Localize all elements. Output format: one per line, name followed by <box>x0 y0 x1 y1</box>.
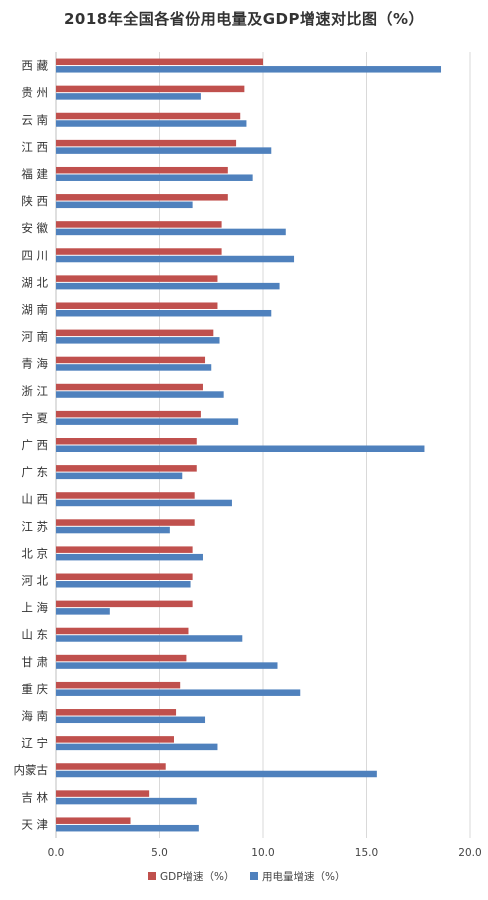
category-label: 云 南 <box>21 113 48 127</box>
bar-electricity <box>56 581 191 588</box>
bar-electricity <box>56 499 232 507</box>
category-label: 山 西 <box>21 492 48 506</box>
category-label: 上 海 <box>21 601 48 615</box>
category-label: 吉 林 <box>21 790 48 804</box>
bar-electricity <box>56 635 243 642</box>
category-label: 重 庆 <box>21 682 48 696</box>
bar-electricity <box>56 608 110 615</box>
bar-gdp <box>56 600 193 608</box>
bar-electricity <box>56 201 193 209</box>
bar-electricity <box>56 309 272 317</box>
category-label: 福 建 <box>21 167 48 181</box>
category-label: 陕 西 <box>21 194 48 208</box>
category-label: 河 南 <box>21 330 48 344</box>
category-label: 浙 江 <box>21 384 48 398</box>
category-label: 辽 宁 <box>21 736 48 750</box>
bar-electricity <box>56 472 183 480</box>
bar-electricity <box>56 770 377 778</box>
bar-electricity <box>56 147 272 154</box>
bar-gdp <box>56 573 193 581</box>
legend-swatch <box>148 872 156 880</box>
category-label: 天 津 <box>21 817 48 831</box>
bar-gdp <box>56 410 201 418</box>
bar-gdp <box>56 790 150 797</box>
category-label: 四 川 <box>21 248 48 262</box>
category-label: 甘 肃 <box>21 655 48 669</box>
bar-electricity <box>56 66 442 73</box>
bar-gdp <box>56 438 197 445</box>
bar-gdp <box>56 817 131 824</box>
bar-electricity <box>56 553 203 561</box>
bar-electricity <box>56 282 280 290</box>
bar-gdp <box>56 627 189 635</box>
bar-gdp <box>56 194 228 201</box>
bar-electricity <box>56 93 201 100</box>
bar-gdp <box>56 85 245 93</box>
category-label: 广 东 <box>21 465 48 479</box>
category-label: 安 徽 <box>21 221 48 235</box>
bar-gdp <box>56 275 218 282</box>
category-label: 西 藏 <box>21 59 48 73</box>
bar-gdp <box>56 356 206 364</box>
legend-label: GDP增速（%） <box>160 870 235 883</box>
bar-electricity <box>56 526 170 534</box>
category-label: 内蒙古 <box>14 763 49 777</box>
category-label: 宁 夏 <box>21 411 48 425</box>
category-label: 江 西 <box>21 140 48 154</box>
x-tick-label: 15.0 <box>355 847 378 859</box>
bar-gdp <box>56 763 166 770</box>
bar-electricity <box>56 255 295 263</box>
bar-gdp <box>56 654 187 662</box>
bar-gdp <box>56 736 174 743</box>
category-label: 贵 州 <box>21 86 48 100</box>
bar-electricity <box>56 228 286 236</box>
bar-electricity <box>56 445 425 452</box>
bar-electricity <box>56 418 239 425</box>
bar-gdp <box>56 112 241 120</box>
bar-electricity <box>56 364 212 371</box>
bar-electricity <box>56 174 253 181</box>
bar-gdp <box>56 166 228 174</box>
category-label: 青 海 <box>21 357 48 371</box>
legend-label: 用电量增速（%） <box>262 870 345 883</box>
bar-electricity <box>56 716 206 724</box>
chart-title: 2018年全国各省份用电量及GDP增速对比图（%） <box>63 10 425 28</box>
category-label: 海 南 <box>21 709 48 723</box>
bar-gdp <box>56 221 222 228</box>
bar-electricity <box>56 743 218 751</box>
x-tick-label: 5.0 <box>151 847 168 859</box>
category-label: 河 北 <box>21 574 48 588</box>
bar-gdp <box>56 546 193 553</box>
bar-electricity <box>56 689 301 696</box>
bar-electricity <box>56 391 224 398</box>
category-label: 北 京 <box>21 546 48 560</box>
bar-gdp <box>56 248 222 255</box>
category-label: 山 东 <box>21 628 48 642</box>
legend-swatch <box>250 872 258 880</box>
bar-electricity <box>56 337 220 344</box>
category-label: 江 苏 <box>21 519 48 533</box>
bar-electricity <box>56 662 278 669</box>
bar-gdp <box>56 383 203 391</box>
bar-electricity <box>56 797 197 805</box>
bar-gdp <box>56 329 214 337</box>
x-tick-label: 20.0 <box>458 847 481 859</box>
bar-gdp <box>56 465 197 472</box>
bar-gdp <box>56 58 263 66</box>
bar-gdp <box>56 681 181 689</box>
bar-gdp <box>56 139 237 147</box>
x-tick-label: 10.0 <box>251 847 274 859</box>
bar-gdp <box>56 709 177 716</box>
bar-electricity <box>56 824 199 832</box>
bar-electricity <box>56 120 247 127</box>
x-tick-label: 0.0 <box>48 847 65 859</box>
category-label: 广 西 <box>21 438 48 452</box>
bar-gdp <box>56 519 195 526</box>
bar-gdp <box>56 492 195 499</box>
category-label: 湖 南 <box>21 302 48 316</box>
bar-gdp <box>56 302 218 309</box>
category-label: 湖 北 <box>21 275 48 289</box>
